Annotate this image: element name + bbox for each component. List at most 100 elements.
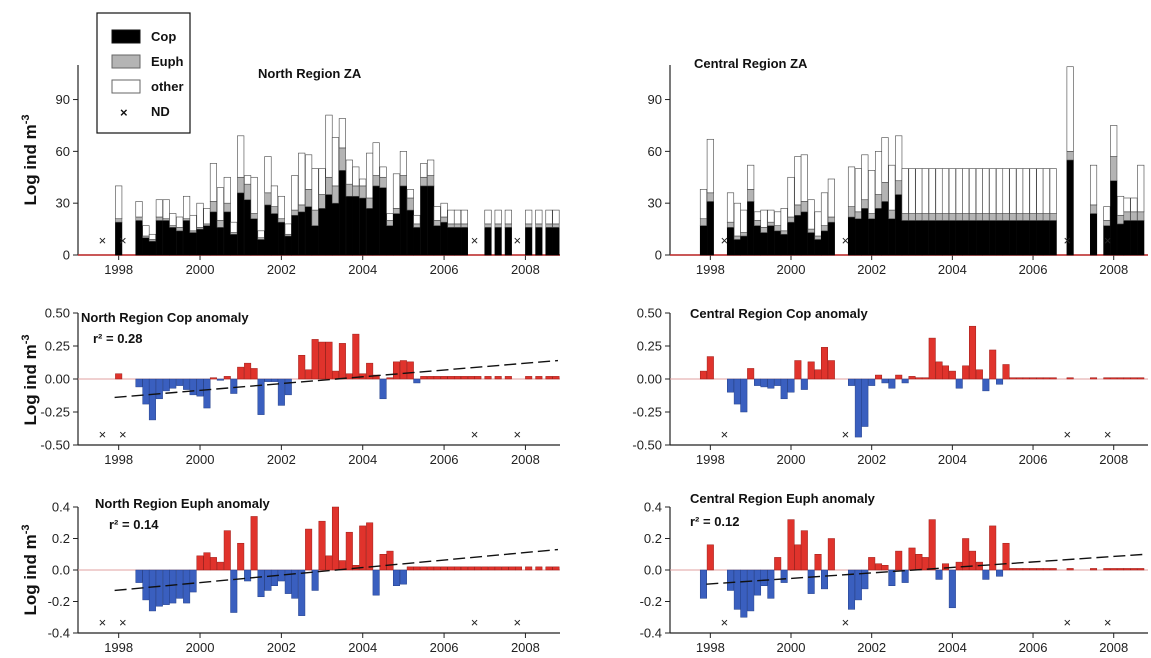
bar-euph (874, 194, 883, 209)
bar-cop (908, 220, 916, 256)
bar-cop (827, 221, 835, 256)
bar-positive (467, 376, 475, 380)
bar-cop (1036, 220, 1044, 256)
x-tick-label: 2000 (777, 452, 806, 467)
bar-cop (176, 230, 184, 256)
bar-cop (183, 220, 191, 256)
bar-euph (901, 213, 909, 221)
bar-other (386, 213, 394, 221)
bar-positive (203, 552, 211, 571)
bar-other (420, 163, 428, 178)
bar-positive (392, 361, 400, 380)
bar-cop (921, 220, 929, 256)
bar-euph (552, 223, 560, 228)
bar-positive (345, 373, 353, 380)
bar-euph (244, 183, 252, 201)
bar-other (753, 211, 762, 221)
bar-cop (874, 208, 883, 256)
nd-marker: × (513, 427, 521, 442)
bar-euph (989, 213, 997, 221)
bar-positive (1110, 377, 1118, 380)
nd-marker: × (513, 233, 521, 248)
bar-cop (800, 211, 808, 256)
bar-positive (875, 563, 883, 571)
bar-cop (406, 209, 414, 256)
bar-euph (968, 213, 977, 221)
bar-other (392, 173, 401, 209)
bar-negative (996, 378, 1004, 385)
bar-positive (814, 554, 822, 571)
bar-other (1016, 168, 1024, 214)
bar-positive (1009, 377, 1017, 380)
bar-euph (996, 213, 1004, 221)
y-tick-label: -0.25 (40, 405, 70, 420)
panel-title: North Region ZA (258, 66, 362, 81)
bar-negative (767, 378, 775, 389)
bar-positive (915, 554, 923, 571)
x-tick-label: 2006 (1019, 452, 1048, 467)
bar-other (399, 151, 407, 176)
bar-euph (794, 204, 802, 216)
bar-other (460, 209, 468, 225)
bar-negative (189, 569, 197, 593)
bar-euph (1042, 213, 1050, 221)
x-tick-label: 2002 (857, 452, 886, 467)
nd-marker: × (119, 615, 127, 630)
bar-euph (433, 220, 441, 226)
bar-euph (928, 213, 936, 221)
bar-negative (935, 569, 943, 580)
bar-positive (908, 547, 916, 571)
bar-cop (386, 225, 394, 256)
bar-other (901, 168, 909, 214)
bar-euph (854, 211, 862, 220)
bar-positive (1103, 568, 1111, 571)
bar-other (740, 209, 748, 233)
bar-negative (861, 569, 869, 590)
bar-cop (237, 192, 245, 256)
bar-negative (203, 378, 211, 409)
bar-cop (552, 227, 560, 256)
bar-cop (257, 239, 265, 256)
nd-marker: × (513, 615, 521, 630)
bar-negative (982, 569, 990, 580)
x-tick-label: 2008 (511, 640, 540, 655)
bar-other (142, 225, 150, 237)
bar-cop (433, 225, 441, 256)
bar-other (733, 202, 741, 237)
bar-euph (223, 202, 231, 213)
bar-other (311, 168, 319, 211)
panel-title: Central Region Euph anomaly (690, 491, 876, 506)
bar-positive (244, 362, 252, 380)
bar-other (209, 163, 217, 202)
bar-other (854, 168, 862, 213)
bar-positive (494, 376, 502, 380)
nd-marker: × (1064, 615, 1072, 630)
bar-negative (169, 378, 177, 389)
bar-positive (311, 339, 319, 380)
bar-cop (915, 220, 923, 256)
bar-other (794, 156, 802, 206)
bar-positive (706, 544, 714, 571)
bar-positive (1009, 568, 1017, 571)
bar-other (345, 159, 353, 185)
bar-positive (1036, 377, 1044, 380)
bar-cop (1042, 220, 1050, 256)
bar-euph (237, 176, 245, 194)
bar-euph (955, 213, 963, 221)
nd-marker: × (99, 615, 107, 630)
bar-euph (888, 209, 896, 220)
y-tick-label: 0.4 (52, 500, 70, 515)
y-tick-label: 60 (648, 144, 662, 159)
bar-positive (1090, 568, 1098, 571)
bar-negative (216, 378, 224, 381)
bar-negative (699, 569, 707, 599)
bar-other (552, 209, 560, 225)
bar-positive (1117, 377, 1125, 380)
bar-other (760, 209, 768, 228)
bar-other (244, 175, 252, 185)
x-tick-label: 2002 (267, 262, 296, 277)
bar-positive (1137, 377, 1145, 380)
bar-cop (298, 211, 306, 256)
bar-other (338, 118, 346, 149)
bar-cop (223, 211, 231, 256)
